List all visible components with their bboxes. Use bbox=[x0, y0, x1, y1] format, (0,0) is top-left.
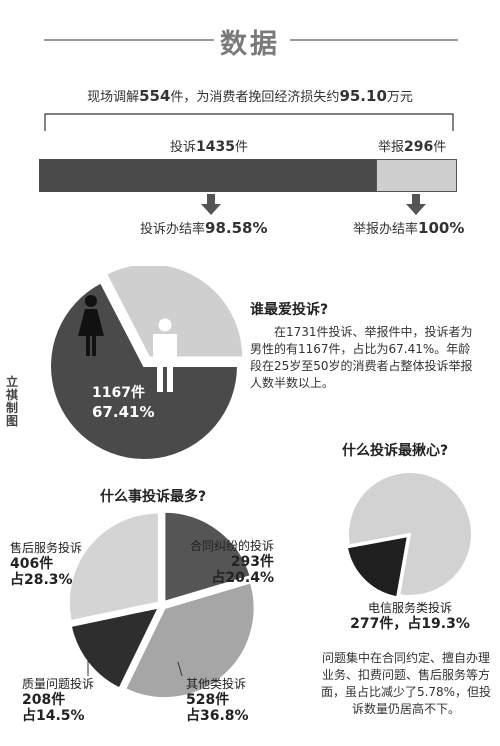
telecom-label-name: 电信服务类投诉 bbox=[367, 601, 452, 615]
complaints-rate-label: 投诉办结率 bbox=[140, 222, 206, 237]
title-rule-right bbox=[290, 39, 458, 41]
label-aftersales: 售后服务投诉 406件 占28.3% bbox=[10, 540, 82, 588]
female-person-icon bbox=[78, 295, 104, 356]
label-other-count: 528件 bbox=[186, 692, 230, 708]
label-other-pct: 占36.8% bbox=[186, 708, 249, 724]
reports-label: 举报296件 bbox=[378, 136, 446, 155]
complaints-label-text: 投诉 bbox=[170, 140, 197, 155]
worry-heading: 什么投诉最揪心? bbox=[342, 443, 449, 459]
telecom-label-value: 277件，占19.3% bbox=[350, 616, 470, 632]
male-count: 1167件 bbox=[92, 385, 145, 401]
gender-heading: 谁最爱投诉? bbox=[250, 302, 329, 318]
complaints-label: 投诉1435件 bbox=[170, 136, 248, 155]
summary-amount: 95.10 bbox=[339, 87, 387, 105]
summary-middle: 件，为消费者挽回经济损失约 bbox=[170, 90, 340, 105]
label-quality-name: 质量问题投诉 bbox=[22, 677, 95, 691]
pie-slice-female bbox=[104, 266, 244, 359]
label-contract-pct: 占20.4% bbox=[211, 570, 274, 586]
telecom-label: 电信服务类投诉 277件，占19.3% bbox=[340, 600, 480, 632]
complaints-rate-value: 98.58% bbox=[205, 219, 268, 237]
reports-unit: 件 bbox=[433, 140, 447, 155]
arrow-down-icon bbox=[406, 194, 426, 215]
complaints-unit: 件 bbox=[234, 140, 248, 155]
summary-prefix: 现场调解 bbox=[87, 90, 140, 105]
reports-rate: 举报办结率100% bbox=[353, 218, 464, 237]
label-aftersales-count: 406件 bbox=[10, 556, 54, 572]
complaints-rate: 投诉办结率98.58% bbox=[140, 218, 268, 237]
pie-slice-telecom bbox=[345, 534, 410, 599]
summary-brace bbox=[44, 113, 454, 131]
male-share-label: 1167件 67.41% bbox=[92, 384, 154, 422]
credit-text: 立祺制图 bbox=[5, 375, 18, 428]
male-person-icon bbox=[153, 318, 177, 392]
gender-pie bbox=[49, 266, 244, 461]
pie-slice-rest bbox=[347, 471, 473, 597]
pie-slice-aftersales bbox=[67, 511, 160, 623]
label-quality-pct: 占14.5% bbox=[22, 708, 85, 724]
bar-reports bbox=[376, 159, 457, 192]
label-contract: 合同纠纷的投诉 293件 占20.4% bbox=[178, 538, 274, 586]
label-other-name: 其他类投诉 bbox=[186, 677, 247, 691]
bar-complaints bbox=[39, 159, 376, 192]
label-contract-count: 293件 bbox=[230, 554, 274, 570]
categories-pie bbox=[67, 510, 256, 700]
male-pct: 67.41% bbox=[92, 403, 155, 421]
label-aftersales-name: 售后服务投诉 bbox=[10, 541, 83, 555]
summary-line: 现场调解554件，为消费者挽回经济损失约95.10万元 bbox=[0, 86, 500, 105]
reports-rate-label: 举报办结率 bbox=[353, 222, 419, 237]
label-quality: 质量问题投诉 208件 占14.5% bbox=[22, 676, 94, 724]
summary-unit: 万元 bbox=[386, 90, 413, 105]
title-bar: 数据 bbox=[0, 18, 500, 62]
label-quality-count: 208件 bbox=[22, 692, 66, 708]
pie-slice-contract bbox=[163, 510, 252, 604]
pie-slice-other bbox=[123, 581, 256, 700]
arrow-down-icon bbox=[201, 194, 221, 215]
categories-heading: 什么事投诉最多? bbox=[100, 489, 207, 505]
label-aftersales-pct: 占28.3% bbox=[10, 572, 73, 588]
label-other: 其他类投诉 528件 占36.8% bbox=[186, 676, 249, 724]
label-contract-name: 合同纠纷的投诉 bbox=[189, 539, 274, 553]
title-rule-left bbox=[44, 39, 214, 41]
page-title: 数据 bbox=[220, 29, 280, 60]
worry-paragraph: 问题集中在合同约定、擅自办理业务、扣费问题、售后服务等方面，虽占比减少了5.78… bbox=[320, 651, 492, 716]
reports-label-text: 举报 bbox=[378, 140, 405, 155]
reports-rate-value: 100% bbox=[418, 219, 465, 237]
summary-count: 554 bbox=[139, 87, 171, 105]
reports-value: 296 bbox=[404, 139, 434, 155]
complaints-value: 1435 bbox=[196, 139, 235, 155]
telecom-pie bbox=[345, 471, 473, 599]
gender-paragraph: 在1731件投诉、举报件中，投诉者为男性的有1167件，占比为67.41%。年龄… bbox=[250, 325, 473, 390]
